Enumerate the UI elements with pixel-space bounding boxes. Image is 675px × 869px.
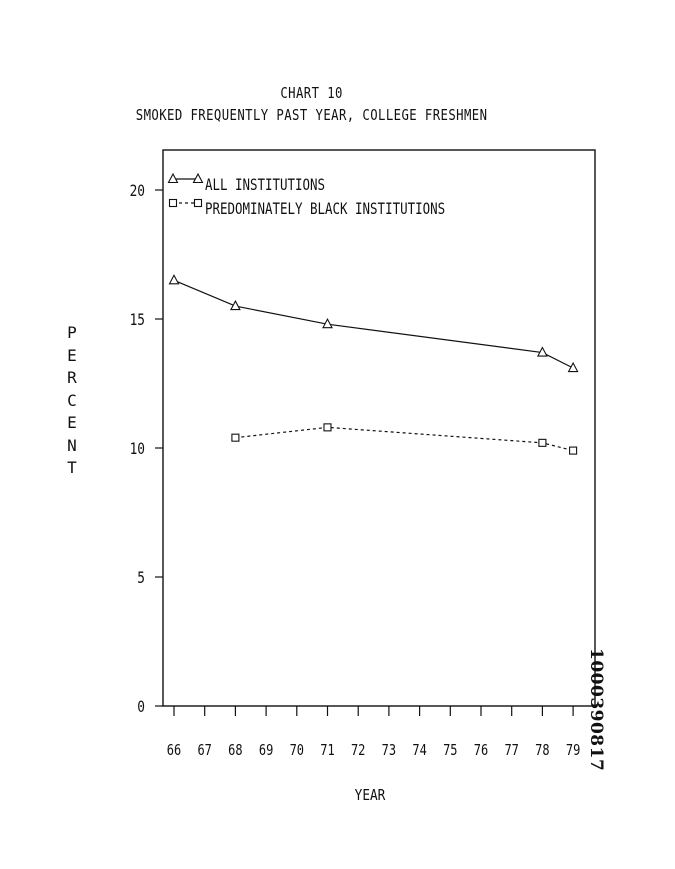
x-tick-label: 70 bbox=[290, 742, 304, 760]
x-tick-label: 71 bbox=[320, 742, 334, 760]
triangle-marker bbox=[536, 346, 548, 357]
x-tick-label: 72 bbox=[351, 742, 365, 760]
x-tick-label: 76 bbox=[474, 742, 488, 760]
legend-label-2: PREDOMINATELY BLACK INSTITUTIONS bbox=[205, 201, 445, 219]
y-tick-label: 5 bbox=[137, 570, 145, 588]
square-marker bbox=[323, 423, 332, 432]
series-line-1 bbox=[173, 279, 574, 369]
y-tick-label: 10 bbox=[130, 441, 145, 459]
square-marker bbox=[569, 446, 578, 455]
y-tick-label: 20 bbox=[130, 183, 145, 201]
x-tick-label: 77 bbox=[504, 742, 518, 760]
y-tick-label: 15 bbox=[130, 312, 145, 330]
x-tick-label: 69 bbox=[259, 742, 273, 760]
triangle-marker bbox=[167, 172, 179, 184]
y-tick-label: 0 bbox=[137, 699, 145, 717]
y-axis-label: PERCENT bbox=[67, 323, 77, 477]
square-marker bbox=[193, 198, 203, 208]
x-tick-label: 74 bbox=[412, 742, 426, 760]
x-tick-label: 78 bbox=[535, 742, 549, 760]
square-marker bbox=[168, 198, 178, 208]
x-tick-label: 67 bbox=[197, 742, 211, 760]
square-marker bbox=[538, 438, 547, 447]
triangle-marker bbox=[322, 317, 333, 329]
triangle-marker bbox=[567, 361, 579, 373]
triangle-marker bbox=[192, 172, 204, 184]
x-tick-label: 79 bbox=[566, 742, 580, 760]
chart-title: CHART 10 bbox=[280, 84, 343, 102]
x-tick-label: 75 bbox=[443, 742, 457, 760]
x-tick-label: 68 bbox=[228, 742, 242, 760]
triangle-marker bbox=[168, 274, 180, 285]
triangle-marker bbox=[229, 299, 241, 311]
document-stamp: 1000390817 bbox=[586, 648, 606, 772]
x-tick-label: 73 bbox=[382, 742, 396, 760]
x-tick-label: 66 bbox=[167, 742, 181, 760]
series-line-2 bbox=[235, 426, 574, 452]
plot-frame bbox=[162, 149, 596, 707]
legend-label-1: ALL INSTITUTIONS bbox=[205, 177, 325, 195]
x-axis-label: YEAR bbox=[354, 786, 386, 804]
chart-subtitle: SMOKED FREQUENTLY PAST YEAR, COLLEGE FRE… bbox=[135, 106, 488, 124]
square-marker bbox=[231, 433, 240, 442]
